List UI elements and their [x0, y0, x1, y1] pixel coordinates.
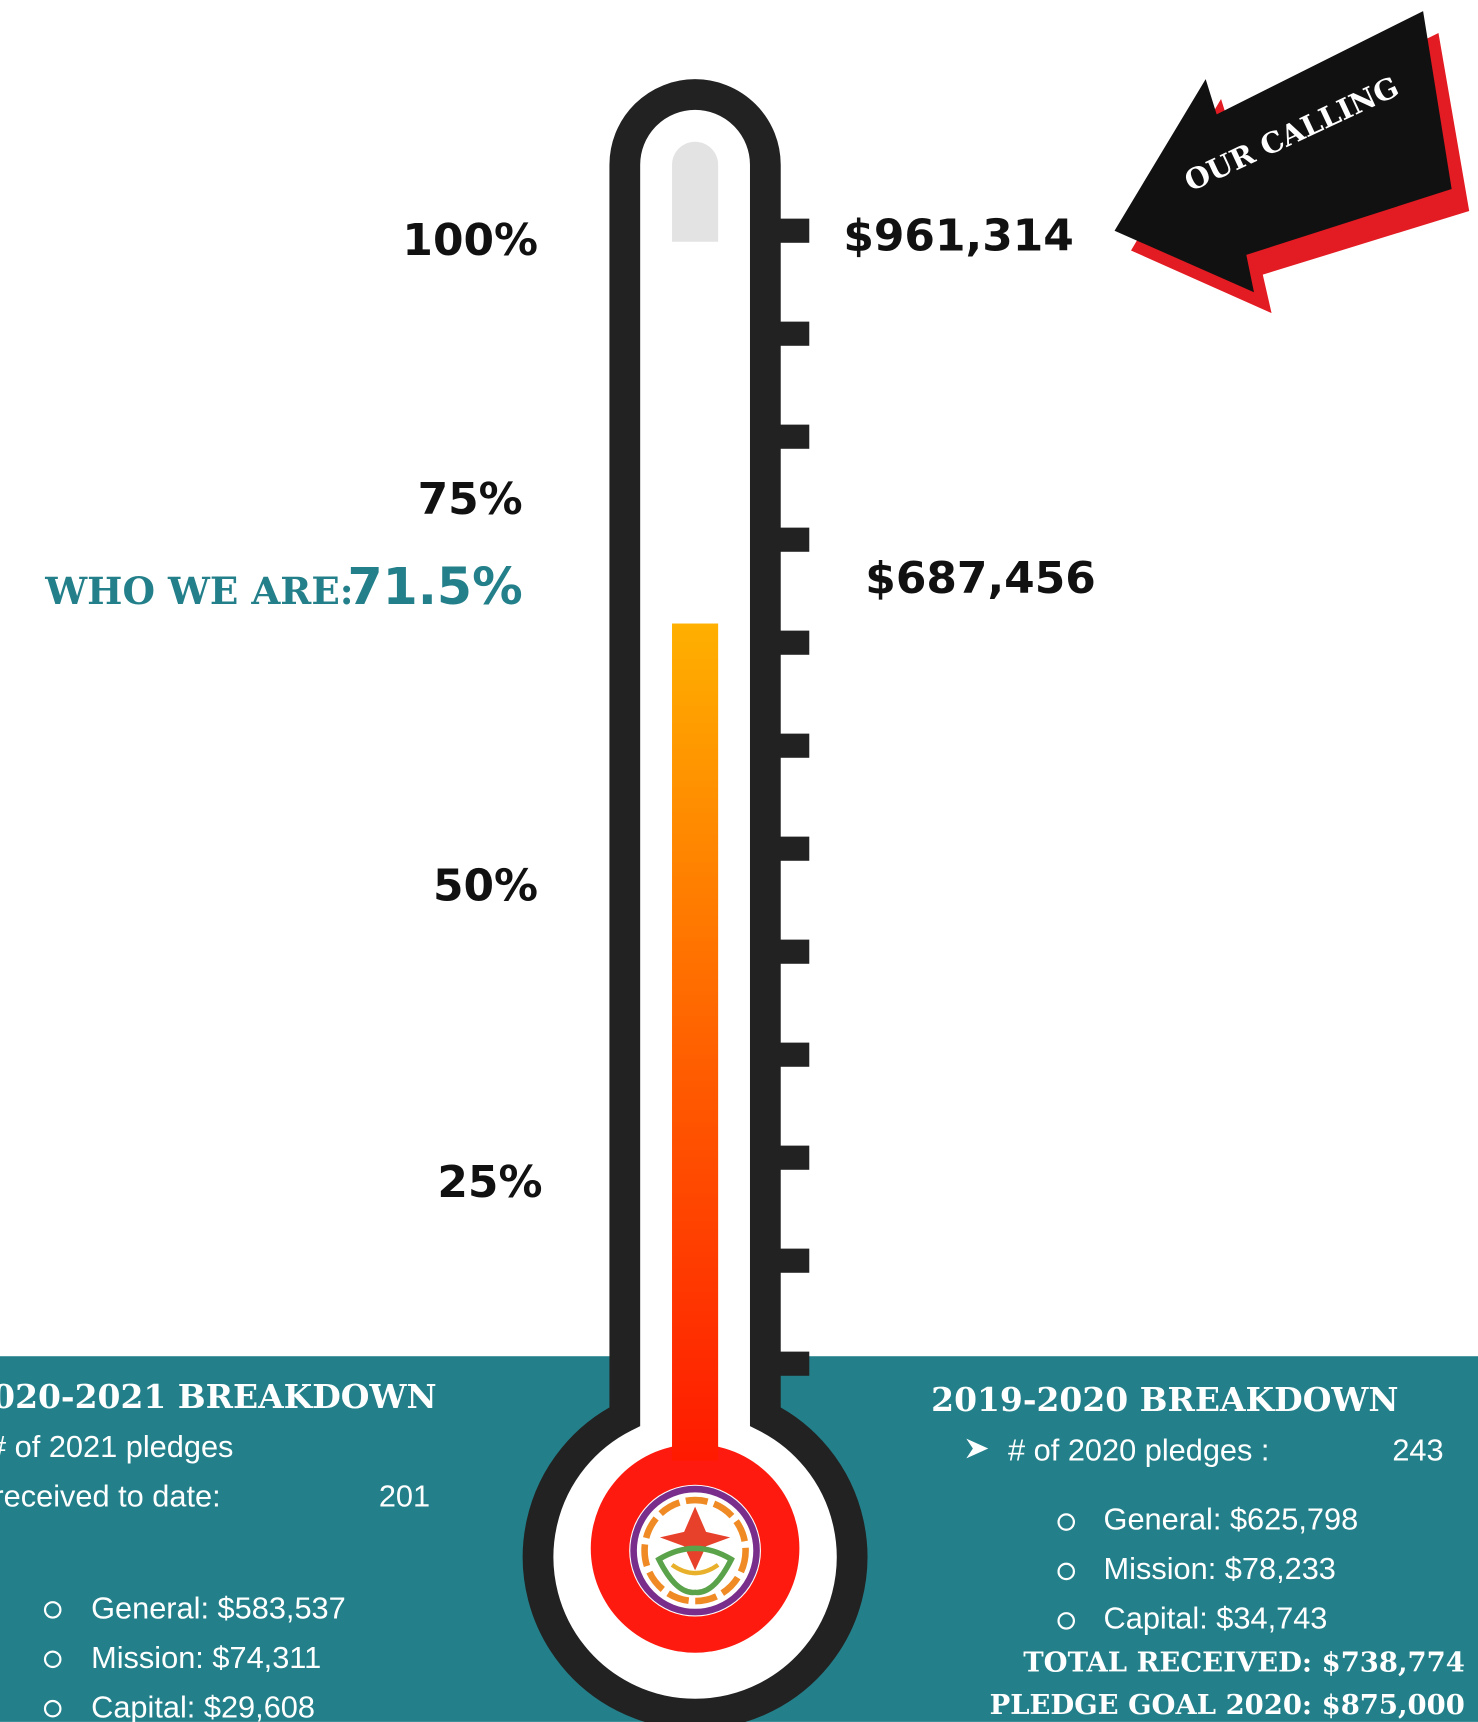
pledges-label: # of 2020 pledges :	[1008, 1433, 1269, 1468]
scale-label: 100%	[402, 215, 538, 266]
amount-label: $687,456	[865, 553, 1096, 604]
logo	[629, 1485, 761, 1617]
breakdown-item: Capital: $29,608	[91, 1689, 315, 1722]
progress-fill	[672, 624, 718, 1461]
progress-value: 71.5%	[347, 557, 522, 616]
scale-label: 50%	[433, 861, 538, 912]
page: 100% 75% 50% 25% WHO WE ARE: 71.5% $961,…	[0, 0, 1478, 1722]
breakdown-item: Mission: $78,233	[1104, 1551, 1336, 1586]
tube-top	[672, 142, 718, 242]
breakdown-item: General: $625,798	[1104, 1502, 1359, 1537]
breakdown-item: Mission: $74,311	[91, 1640, 321, 1675]
scale-label: 25%	[437, 1157, 542, 1208]
scale-label: 75%	[418, 474, 523, 525]
pledges-count: 201	[379, 1479, 430, 1514]
breakdown-item: General: $583,537	[91, 1591, 346, 1626]
fill-group	[672, 624, 718, 1461]
breakdown-item: Capital: $34,743	[1104, 1601, 1328, 1636]
pledge-goal: PLEDGE GOAL 2020: $875,000	[990, 1689, 1465, 1721]
pledges-label: received to date:	[0, 1479, 221, 1514]
pledges-count: 243	[1392, 1433, 1443, 1468]
infographic: 100% 75% 50% 25% WHO WE ARE: 71.5% $961,…	[0, 0, 1478, 1722]
breakdown-title: 2019-2020 BREAKDOWN	[931, 1380, 1398, 1419]
progress-label: WHO WE ARE:	[44, 569, 353, 613]
total-received: TOTAL RECEIVED: $738,774	[1023, 1646, 1465, 1678]
amount-label: $961,314	[843, 210, 1074, 261]
breakdown-title: 2020-2021 BREAKDOWN	[0, 1377, 437, 1416]
pledges-label: # of 2021 pledges	[0, 1429, 233, 1464]
